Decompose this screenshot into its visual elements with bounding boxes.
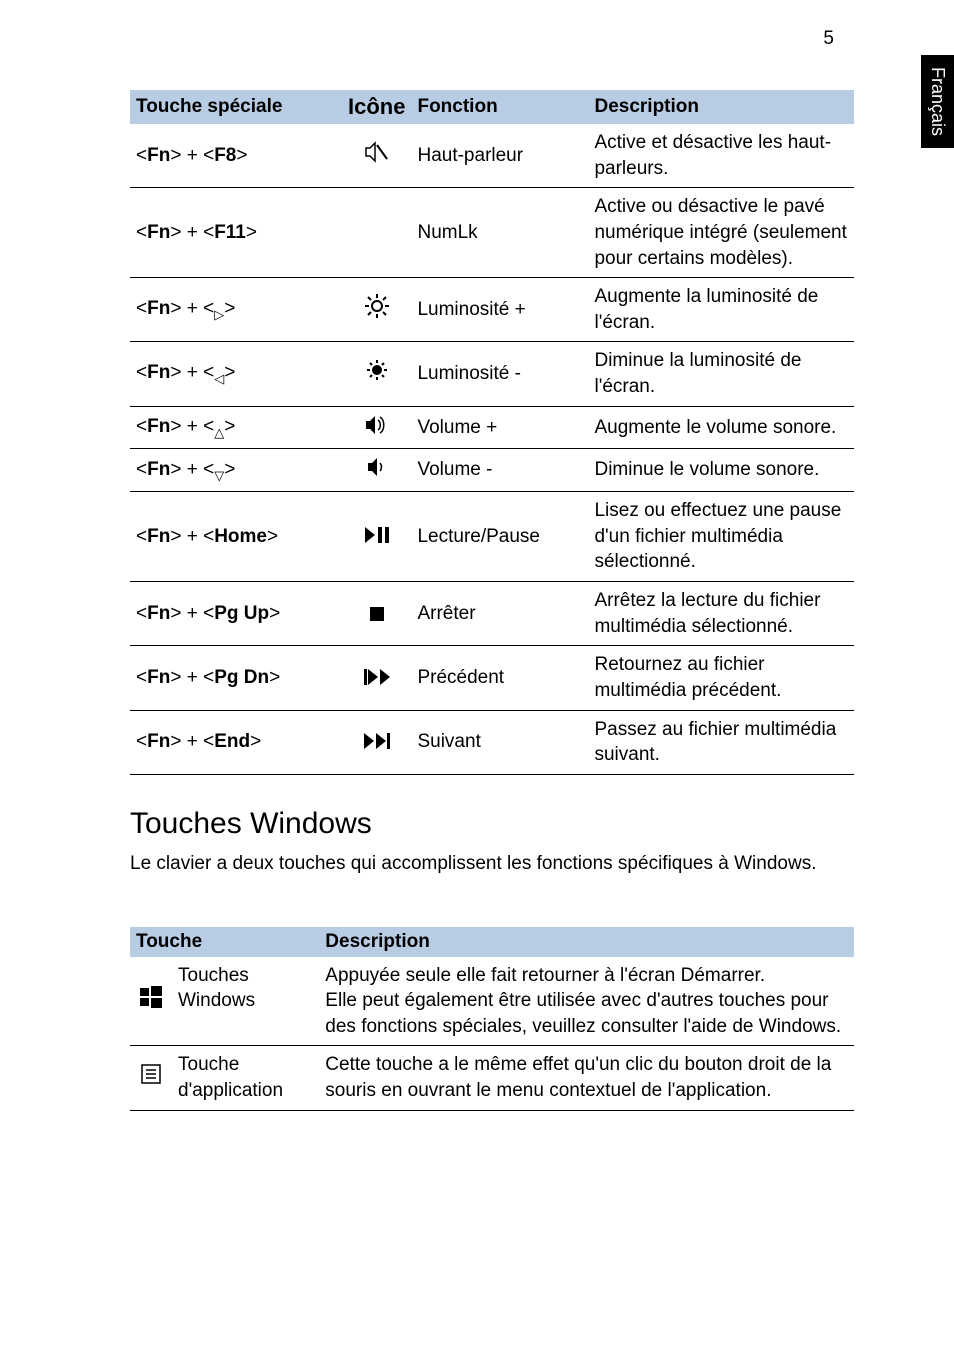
func-desc: Diminue le volume sonore. (588, 449, 854, 492)
no-icon (342, 188, 411, 278)
func-label: Lecture/Pause (411, 492, 588, 582)
func-desc: Augmente le volume sonore. (588, 406, 854, 449)
hotkey-table: Touche spéciale Icône Fonction Descripti… (130, 90, 854, 775)
table-row: <Fn> + <▷> Luminosité + Augmente la lumi… (130, 278, 854, 342)
table-row: Touches Windows Appuyée seule elle fait … (130, 957, 854, 1046)
key-combo: <Fn> + <F11> (136, 222, 257, 243)
volume-down-icon (342, 449, 411, 492)
func-label: Luminosité + (411, 278, 588, 342)
key-combo: <Fn> + <Home> (136, 526, 278, 547)
section-heading: Touches Windows (130, 807, 854, 841)
table-row: Touche d'application Cette touche a le m… (130, 1046, 854, 1110)
func-desc: Active et désactive les haut-parleurs. (588, 124, 854, 188)
th-touche: Touche (130, 927, 319, 957)
key-combo: <Fn> + <F8> (136, 145, 247, 166)
key-name: Touches Windows (172, 957, 319, 1046)
table-row: <Fn> + <◁> Luminosité - Diminue la lumin… (130, 342, 854, 406)
page-number: 5 (823, 28, 834, 50)
key-combo: <Fn> + <△> (136, 416, 235, 437)
table-row: <Fn> + <End> Suivant Passez au fichier m… (130, 710, 854, 774)
brightness-up-icon (342, 278, 411, 342)
func-label: Arrêter (411, 582, 588, 646)
func-label: Suivant (411, 710, 588, 774)
func-desc: Diminue la luminosité de l'écran. (588, 342, 854, 406)
section-intro: Le clavier a deux touches qui accompliss… (130, 851, 854, 877)
func-label: Volume + (411, 406, 588, 449)
table-row: <Fn> + <▽> Volume - Diminue le volume so… (130, 449, 854, 492)
play-pause-icon (342, 492, 411, 582)
table-row: <Fn> + <Pg Dn> Précédent Retournez au fi… (130, 646, 854, 710)
th-description: Description (319, 927, 854, 957)
key-name: Touche d'application (172, 1046, 319, 1110)
table-row: <Fn> + <F11> NumLk Active ou désactive l… (130, 188, 854, 278)
th-func: Fonction (411, 90, 588, 124)
th-desc: Description (588, 90, 854, 124)
key-combo: <Fn> + <End> (136, 731, 261, 752)
key-combo: <Fn> + <Pg Up> (136, 603, 280, 624)
table-row: <Fn> + <Home> Lecture/Pause Lisez ou eff… (130, 492, 854, 582)
func-label: Luminosité - (411, 342, 588, 406)
windows-keys-table: Touche Description Touches Windows Appuy… (130, 927, 854, 1111)
func-label: NumLk (411, 188, 588, 278)
volume-up-icon (342, 406, 411, 449)
key-combo: <Fn> + <▷> (136, 298, 235, 319)
key-desc: Appuyée seule elle fait retourner à l'éc… (319, 957, 854, 1046)
speaker-mute-icon (342, 124, 411, 188)
stop-icon (342, 582, 411, 646)
func-desc: Lisez ou effectuez une pause d'un fichie… (588, 492, 854, 582)
table-row: <Fn> + <Pg Up> Arrêter Arrêtez la lectur… (130, 582, 854, 646)
func-desc: Retournez au fichier multimédia précéden… (588, 646, 854, 710)
menu-icon (130, 1046, 172, 1110)
th-icon: Icône (342, 90, 411, 124)
table-row: <Fn> + <△> Volume + Augmente le volume s… (130, 406, 854, 449)
key-combo: <Fn> + <▽> (136, 459, 235, 480)
next-icon (342, 710, 411, 774)
key-combo: <Fn> + <Pg Dn> (136, 667, 280, 688)
brightness-down-icon (342, 342, 411, 406)
previous-icon (342, 646, 411, 710)
language-tab: Français (921, 55, 954, 148)
table-row: <Fn> + <F8> Haut-parleur Active et désac… (130, 124, 854, 188)
func-label: Volume - (411, 449, 588, 492)
func-desc: Augmente la luminosité de l'écran. (588, 278, 854, 342)
key-combo: <Fn> + <◁> (136, 362, 235, 383)
func-label: Précédent (411, 646, 588, 710)
func-label: Haut-parleur (411, 124, 588, 188)
func-desc: Passez au fichier multimédia suivant. (588, 710, 854, 774)
windows-icon (130, 957, 172, 1046)
func-desc: Arrêtez la lecture du fichier multimédia… (588, 582, 854, 646)
func-desc: Active ou désactive le pavé numérique in… (588, 188, 854, 278)
th-key: Touche spéciale (130, 90, 342, 124)
key-desc: Cette touche a le même effet qu'un clic … (319, 1046, 854, 1110)
